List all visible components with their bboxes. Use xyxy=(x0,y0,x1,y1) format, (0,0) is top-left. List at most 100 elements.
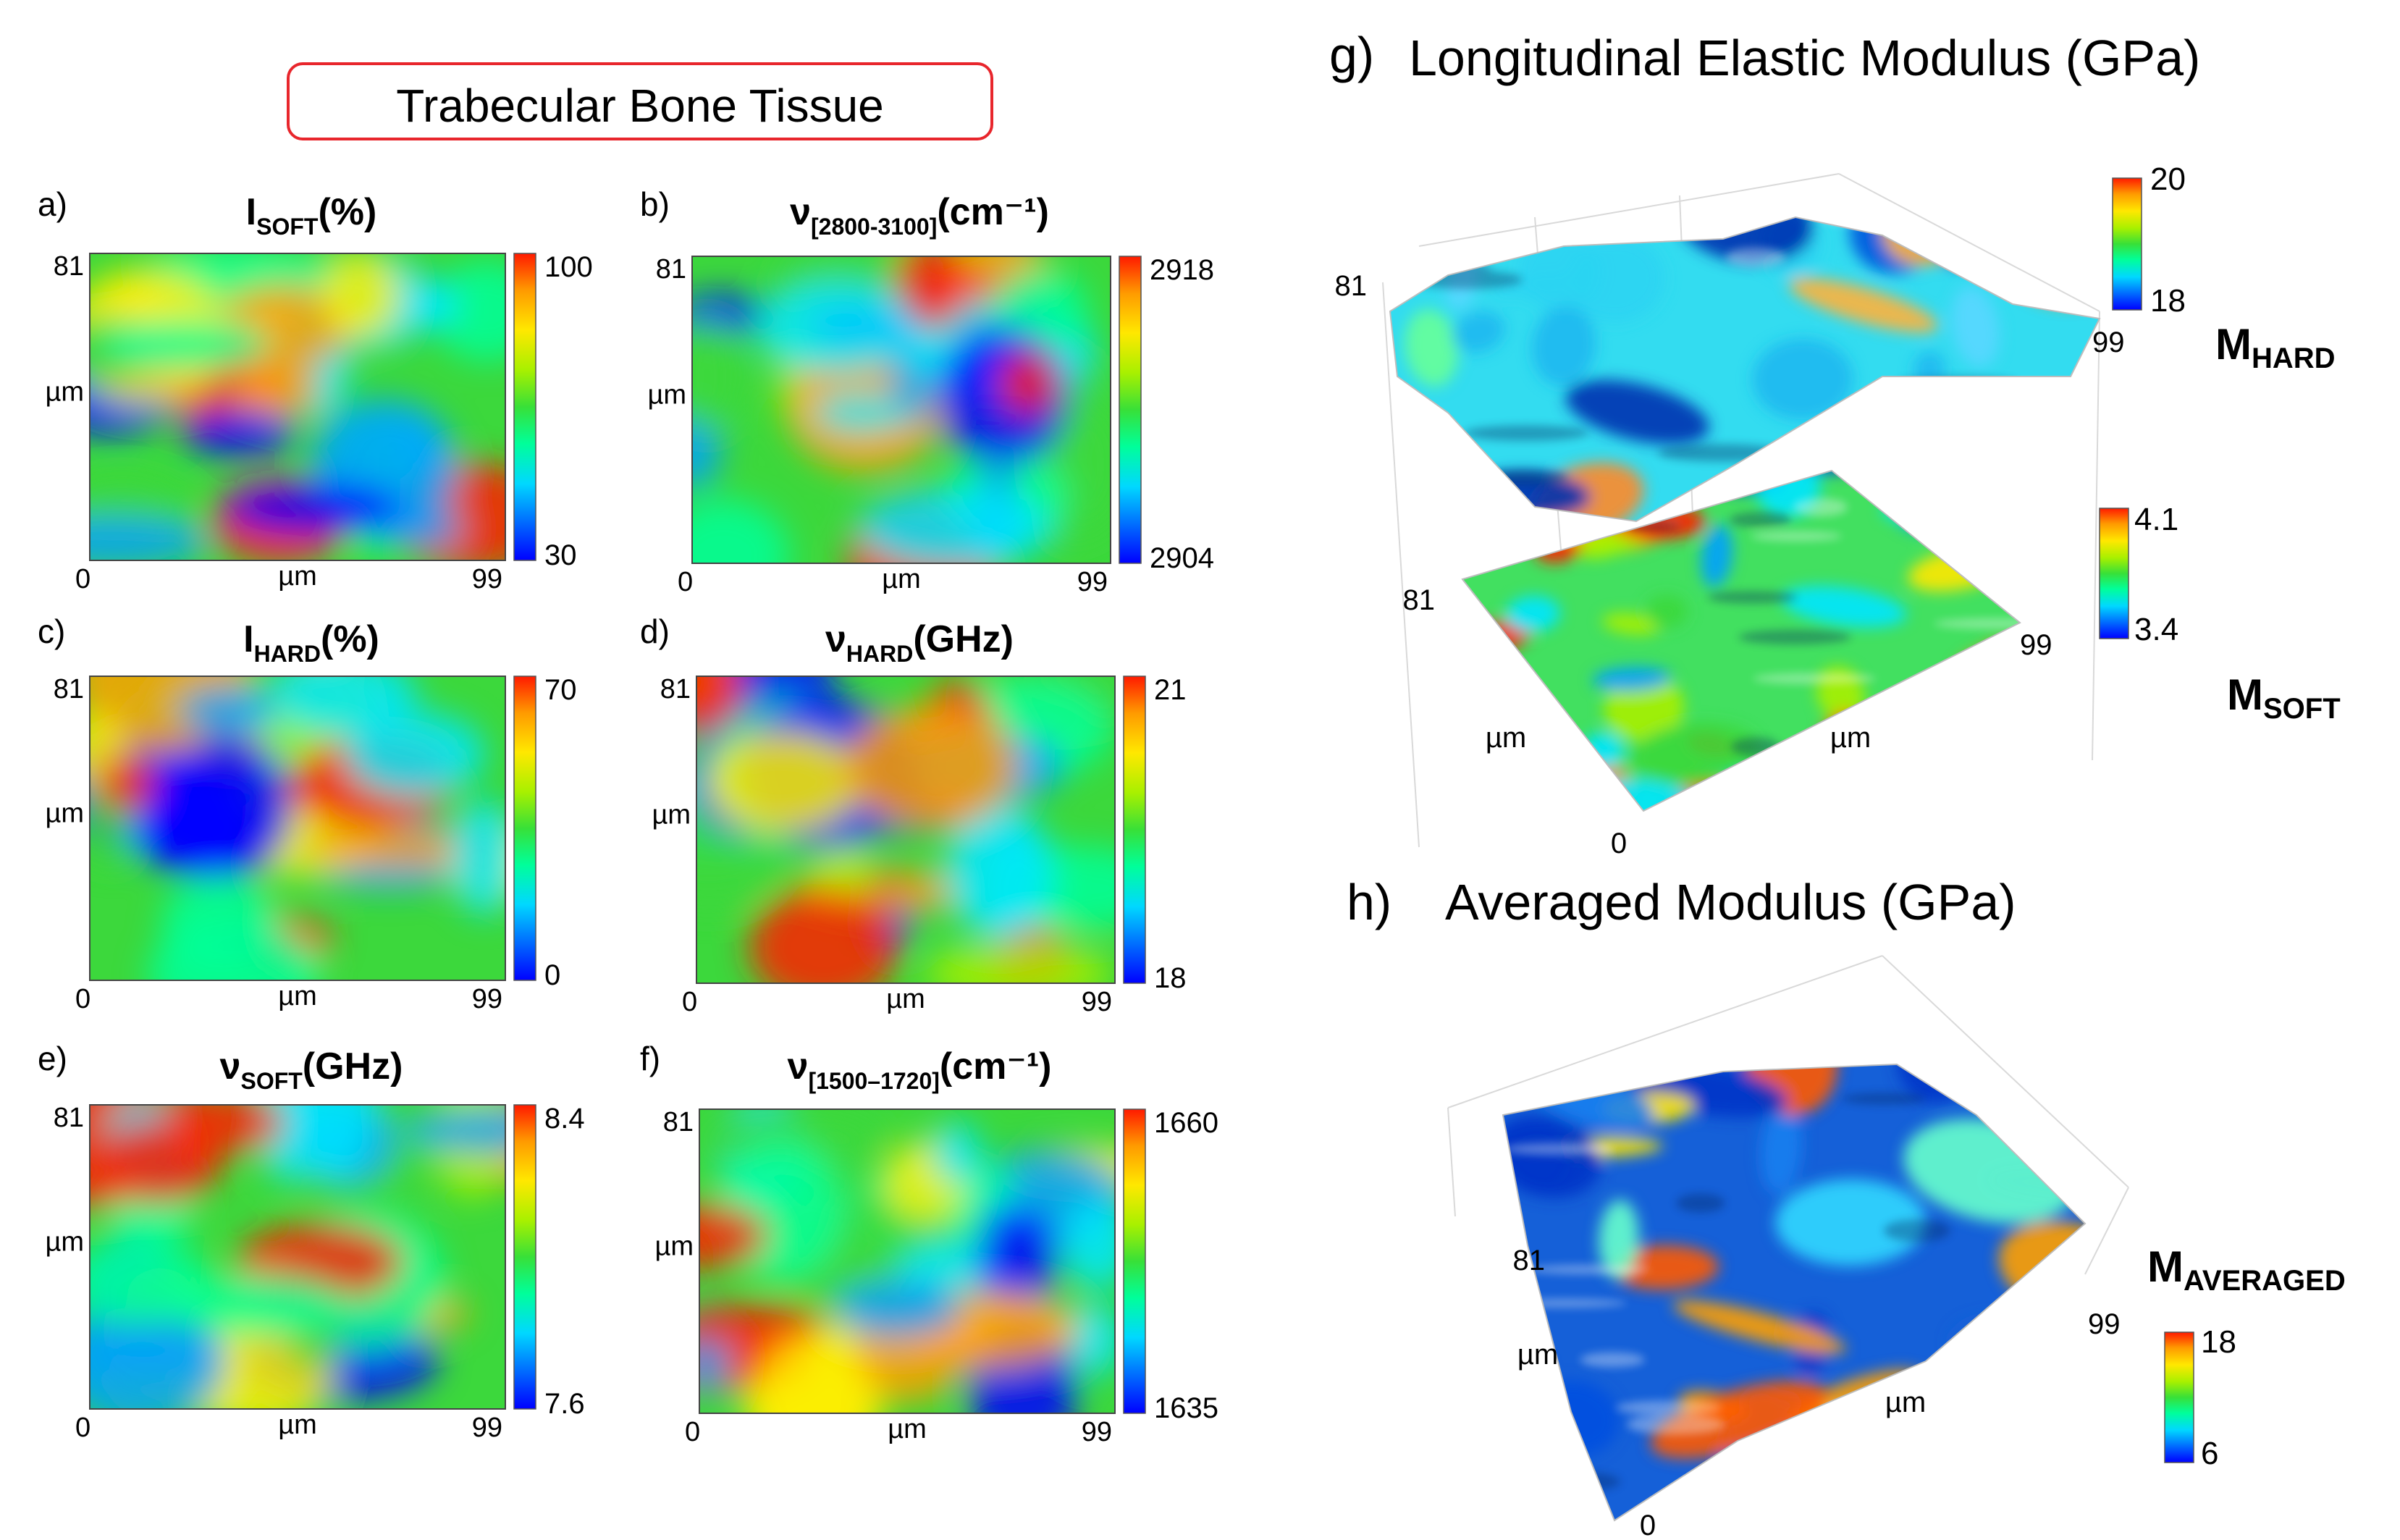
origin-tick: 0 xyxy=(1640,1510,1656,1540)
surface-blob xyxy=(1789,278,1938,333)
surface-shade xyxy=(1503,1143,1615,1156)
y-tick-max: 81 xyxy=(54,1103,84,1133)
colorbar-max: 21 xyxy=(1154,674,1187,706)
colorbar-hard xyxy=(2112,177,2142,311)
surface-shade xyxy=(1751,531,1843,542)
surface-blob xyxy=(1936,1478,2030,1510)
heatmap-blob xyxy=(166,1274,349,1336)
surface-shade xyxy=(1726,247,1785,268)
surface-shade xyxy=(1503,1298,1627,1308)
heatmap-blob xyxy=(999,352,1057,413)
surface-shade xyxy=(1580,1352,1645,1368)
surface-blob xyxy=(2008,228,2100,306)
heatmap-blob xyxy=(307,830,497,869)
heatmap-blob xyxy=(699,1203,768,1269)
colorbar-min: 18 xyxy=(1154,962,1187,994)
colorbar-averaged-min: 6 xyxy=(2201,1436,2218,1471)
colorbar-min: 2904 xyxy=(1150,542,1214,574)
heatmap-blob xyxy=(845,705,1018,829)
y-axis-label: µm xyxy=(652,800,691,830)
colorbar xyxy=(1123,1108,1146,1414)
heatmap-blob xyxy=(977,1209,1059,1309)
x-tick-max: 99 xyxy=(1082,1417,1112,1447)
surface-blob xyxy=(1960,725,2005,775)
surface-shade xyxy=(1753,673,1877,684)
surface-blob xyxy=(1953,648,2020,707)
heatmap-frame xyxy=(699,1108,1116,1414)
x-tick-max: 99 xyxy=(1082,987,1112,1017)
legend-soft: MSOFT xyxy=(2227,670,2341,725)
heatmap-blob xyxy=(857,488,1053,563)
surface-blob xyxy=(1923,471,2015,488)
panel-letter: f) xyxy=(640,1040,660,1077)
surface-blob xyxy=(1609,1245,1719,1290)
heatmap-panel: b) ν[2800-3100](cm⁻¹) 81 µm 0 µm 99 2918 2904 xyxy=(640,185,1214,597)
origin-tick: 0 xyxy=(1611,828,1627,859)
y-tick-max: 81 xyxy=(1335,270,1368,302)
heatmap-blob xyxy=(321,253,401,340)
surface-shade xyxy=(1812,1509,1928,1520)
panel-letter: b) xyxy=(640,185,670,223)
heatmap-panel: a) ISOFT(%) 81 µm 0 µm 99 100 30 xyxy=(38,185,593,594)
surface-edge xyxy=(1389,216,2101,523)
x-tick-min: 0 xyxy=(678,567,693,597)
heatmap-blob xyxy=(431,261,505,362)
y-axis-label: µm xyxy=(647,380,686,411)
surface-blob xyxy=(1976,1433,2055,1465)
surface-blob xyxy=(1884,408,2031,495)
y-tick-max: 81 xyxy=(54,674,84,704)
panel-title: νSOFT(GHz) xyxy=(220,1045,403,1094)
surface-shade xyxy=(1897,376,2018,390)
colorbar xyxy=(513,1104,536,1410)
heatmap-blob xyxy=(295,1105,376,1179)
heatmap-blob xyxy=(696,676,743,735)
x-tick-max: 99 xyxy=(2092,327,2125,358)
grid-line xyxy=(1882,955,2129,1188)
x-axis-label: µm xyxy=(278,981,317,1011)
x-axis-label: µm xyxy=(278,561,317,592)
panel-title: ν[1500–1720](cm⁻¹) xyxy=(788,1045,1052,1094)
heatmap-blob xyxy=(450,799,505,915)
colorbar-max: 2918 xyxy=(1150,254,1214,286)
x-tick-max: 99 xyxy=(2088,1308,2121,1340)
surface-shade xyxy=(1676,1193,1725,1213)
heatmap-field xyxy=(699,1109,1115,1413)
grid-line xyxy=(2092,311,2100,761)
heatmap-panel: c) IHARD(%) 81 µm 0 µm 99 70 0 xyxy=(38,613,577,1014)
heatmap-blob xyxy=(132,778,261,876)
surface-blob xyxy=(1532,306,1596,387)
surface-blob xyxy=(1672,1300,1846,1354)
heatmap-blob xyxy=(343,710,486,797)
heatmap-blob xyxy=(90,1334,221,1372)
legend-hard: MHARD xyxy=(2215,320,2336,374)
x-tick-min: 0 xyxy=(682,987,697,1017)
surface-blob xyxy=(1743,1449,1778,1491)
surface-blob xyxy=(1567,235,1665,324)
panel-letter: h) xyxy=(1347,874,1391,930)
surface-blob xyxy=(1592,667,1672,691)
panel-letter: e) xyxy=(38,1040,67,1077)
title-frame xyxy=(287,62,993,140)
y-axis-label: µm xyxy=(45,799,84,829)
heatmap-frame xyxy=(691,256,1111,564)
panel-title: ν[2800-3100](cm⁻¹) xyxy=(790,191,1049,240)
surface-blob xyxy=(1390,217,1483,251)
surface-blob xyxy=(1793,471,1886,476)
heatmap-blob xyxy=(182,410,297,457)
surface-blob xyxy=(1760,1104,1802,1195)
heatmap-blob xyxy=(224,481,403,535)
heatmap-blob xyxy=(90,516,210,560)
surface-blob xyxy=(1951,286,2000,368)
surface-blob xyxy=(1503,1115,1601,1198)
surface-shade xyxy=(1532,1471,1620,1491)
heatmap-blob xyxy=(753,1334,873,1413)
colorbar-soft-min: 3.4 xyxy=(2134,612,2178,647)
surface-blob xyxy=(1976,217,2100,221)
y-tick-max-lower: 81 xyxy=(1403,584,1436,616)
heatmap-frame xyxy=(89,676,506,981)
heatmap-blob xyxy=(178,686,274,735)
figure-title: Trabecular Bone Tissue xyxy=(396,80,884,132)
surface-shade xyxy=(2000,387,2100,406)
heatmap-blob xyxy=(699,1303,824,1347)
